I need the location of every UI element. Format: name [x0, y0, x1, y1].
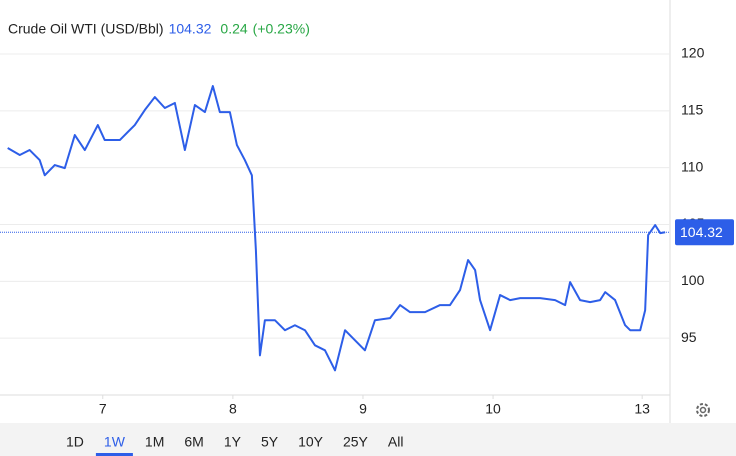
- last-price-label: 104.32: [680, 224, 723, 240]
- chart-title: Crude Oil WTI (USD/Bbl): [8, 21, 164, 37]
- range-button[interactable]: All: [388, 434, 404, 450]
- gear-hub[interactable]: [699, 406, 707, 414]
- header-price: 104.32: [169, 21, 212, 37]
- y-tick-label: 100: [681, 272, 705, 288]
- settings-icon[interactable]: [696, 403, 710, 417]
- range-button[interactable]: 1Y: [224, 434, 242, 450]
- x-tick-label: 8: [229, 401, 237, 417]
- range-button[interactable]: 1M: [145, 434, 164, 450]
- range-button[interactable]: 25Y: [343, 434, 369, 450]
- last-price-box: [675, 219, 734, 246]
- y-tick-label: 110: [681, 158, 704, 174]
- x-tick-label: 7: [99, 401, 107, 417]
- range-button[interactable]: 6M: [184, 434, 203, 450]
- range-bar: [0, 423, 736, 456]
- x-tick-label: 13: [634, 401, 650, 417]
- price-line: [7, 85, 666, 372]
- gear[interactable]: [696, 403, 710, 417]
- y-tick-label: 95: [681, 329, 697, 345]
- range-button[interactable]: 1W: [104, 434, 126, 450]
- header-change-pct: (+0.23%): [253, 21, 310, 37]
- x-tick-label: 10: [485, 401, 501, 417]
- range-button[interactable]: 10Y: [298, 434, 324, 450]
- header-change: 0.24: [220, 21, 247, 37]
- range-button[interactable]: 1D: [66, 434, 84, 450]
- y-tick-label: 115: [681, 102, 704, 118]
- x-tick-label: 9: [359, 401, 367, 417]
- range-underline: [95, 453, 133, 456]
- y-tick-label: 120: [681, 45, 705, 61]
- range-button[interactable]: 5Y: [261, 434, 279, 450]
